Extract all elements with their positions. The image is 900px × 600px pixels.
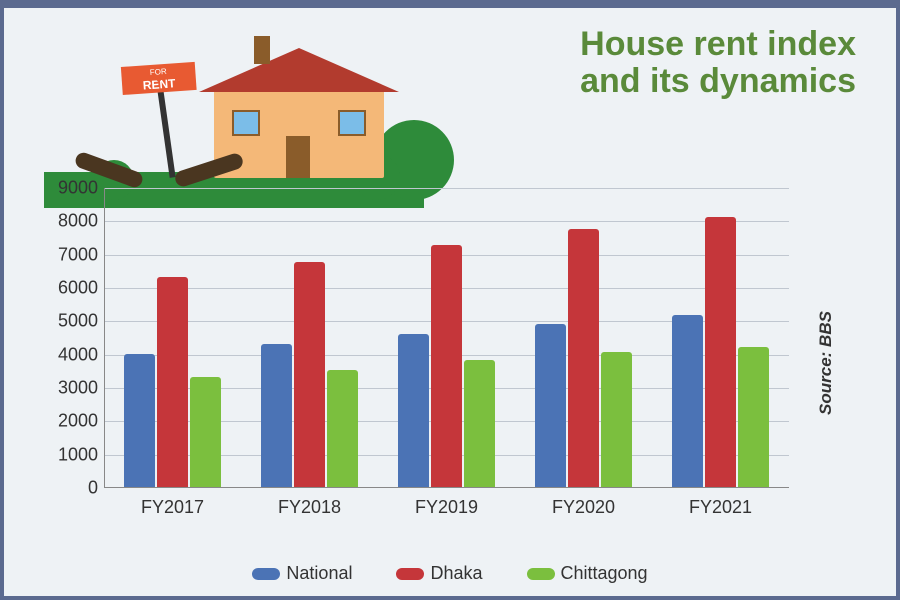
legend-item: Dhaka [396, 563, 482, 584]
bar-dhaka [568, 229, 599, 487]
bar-chittagong [464, 360, 495, 487]
chart-container: House rent index and its dynamics FOR RE… [0, 0, 900, 600]
sign-post-icon: FOR RENT [154, 68, 175, 178]
legend: National Dhaka Chittagong [4, 563, 896, 584]
x-tick-label: FY2019 [415, 497, 478, 518]
bar-national [398, 334, 429, 487]
legend-swatch-icon [527, 568, 555, 580]
window-icon [232, 110, 260, 136]
source-label: Source: BBS [816, 311, 836, 415]
bar-dhaka [705, 217, 736, 487]
x-tick-label: FY2020 [552, 497, 615, 518]
legend-label: Dhaka [430, 563, 482, 583]
y-tick-label: 7000 [44, 244, 98, 265]
bar-chittagong [190, 377, 221, 487]
bar-chittagong [327, 370, 358, 487]
y-tick-label: 0 [44, 478, 98, 499]
window-icon [338, 110, 366, 136]
house-illustration: FOR RENT [44, 28, 424, 208]
y-tick-label: 3000 [44, 378, 98, 399]
y-tick-label: 6000 [44, 278, 98, 299]
door-icon [286, 136, 310, 178]
legend-swatch-icon [252, 568, 280, 580]
y-tick-label: 4000 [44, 344, 98, 365]
x-tick-label: FY2018 [278, 497, 341, 518]
chimney-icon [254, 36, 270, 64]
title-line-1: House rent index [580, 26, 856, 63]
chart-title: House rent index and its dynamics [580, 26, 856, 101]
sign-large-text: RENT [142, 76, 176, 92]
plot-area [104, 188, 789, 488]
y-tick-label: 1000 [44, 444, 98, 465]
legend-item: National [252, 563, 352, 584]
bar-dhaka [157, 277, 188, 487]
gridline [105, 221, 789, 222]
title-line-2: and its dynamics [580, 63, 856, 100]
bar-national [535, 324, 566, 487]
legend-item: Chittagong [527, 563, 648, 584]
bar-national [672, 315, 703, 487]
for-rent-sign-icon: FOR RENT [121, 62, 197, 95]
x-tick-label: FY2021 [689, 497, 752, 518]
x-tick-label: FY2017 [141, 497, 204, 518]
sign-small-text: FOR [150, 67, 167, 77]
y-tick-label: 5000 [44, 311, 98, 332]
bar-chittagong [601, 352, 632, 487]
legend-label: National [286, 563, 352, 583]
gridline [105, 188, 789, 189]
chart-area: Source: BBS 0100020003000400050006000700… [44, 188, 824, 518]
bar-national [124, 354, 155, 487]
legend-swatch-icon [396, 568, 424, 580]
legend-label: Chittagong [561, 563, 648, 583]
bar-chittagong [738, 347, 769, 487]
bar-dhaka [294, 262, 325, 487]
y-tick-label: 2000 [44, 411, 98, 432]
bar-national [261, 344, 292, 487]
y-tick-label: 9000 [44, 178, 98, 199]
y-tick-label: 8000 [44, 211, 98, 232]
bar-dhaka [431, 245, 462, 487]
